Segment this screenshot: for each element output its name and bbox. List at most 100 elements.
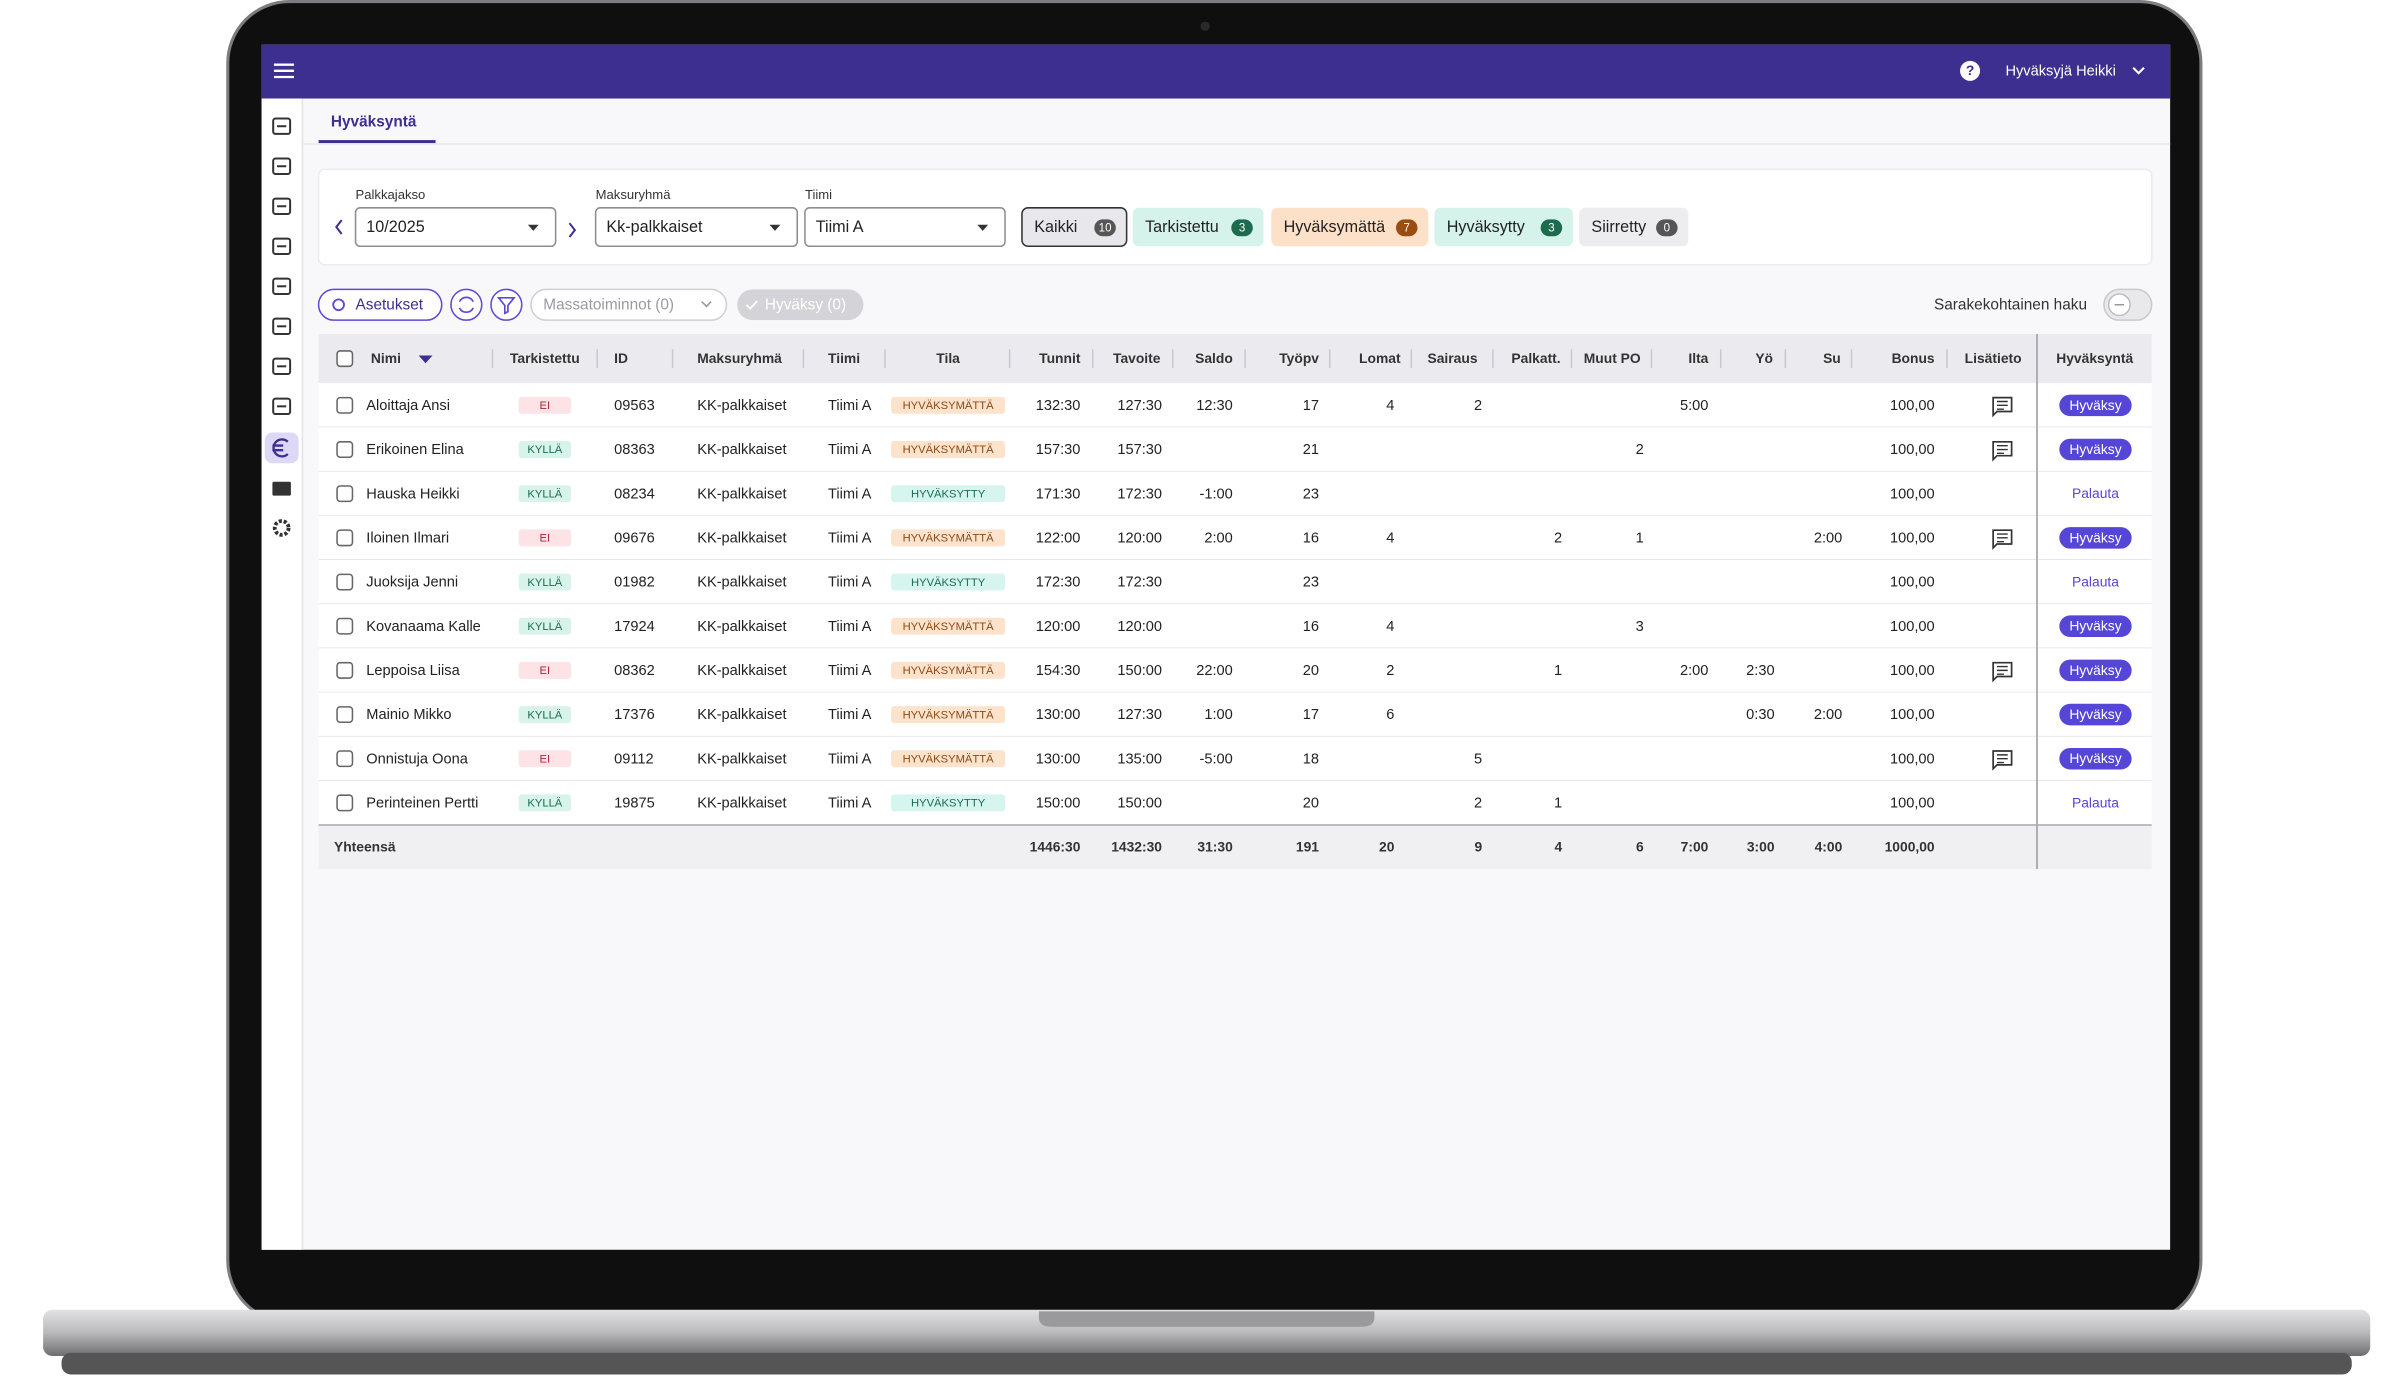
row-checkbox[interactable] <box>336 706 354 724</box>
status-chip[interactable]: Kaikki 10 <box>1021 207 1128 248</box>
cell: 2 <box>1386 663 1394 679</box>
row-checkbox[interactable] <box>336 750 354 768</box>
cell: 6 <box>1386 707 1394 723</box>
note-bubble <box>1992 661 2013 683</box>
approve-button[interactable]: Hyväksy <box>2059 615 2132 637</box>
status-badge <box>518 441 572 458</box>
column-header[interactable]: Tunnit <box>1039 350 1081 366</box>
cell: 01982 <box>614 575 655 591</box>
column-header[interactable]: Yö <box>1755 350 1773 366</box>
sidebar <box>261 98 302 1250</box>
status-badge <box>891 706 1006 724</box>
status-chip[interactable]: Siirretty 0 <box>1579 207 1689 247</box>
approve-button[interactable]: Hyväksy <box>2059 747 2132 770</box>
column-header[interactable]: Tavoite <box>1113 350 1161 366</box>
note-icon[interactable] <box>1992 529 2013 550</box>
next-period[interactable] <box>568 222 577 238</box>
sidebar-icon[interactable] <box>272 317 292 336</box>
sidebar-icon[interactable] <box>272 277 292 295</box>
column-header[interactable]: Lomat <box>1359 350 1401 366</box>
sidebar-active-bg <box>264 432 299 464</box>
column-header[interactable]: Hyväksyntä <box>2056 350 2133 366</box>
column-header[interactable]: Muut PO <box>1584 350 1641 366</box>
column-header[interactable]: Tiimi <box>828 350 860 366</box>
status-badge-text: HYVÄKSYMÄTTÄ <box>903 753 995 765</box>
approve-button[interactable]: Hyväksy <box>2059 394 2132 417</box>
filter-select[interactable]: Kk-palkkaiset <box>594 207 799 248</box>
row-checkbox[interactable] <box>336 661 354 679</box>
filter-button[interactable] <box>490 288 523 321</box>
column-header[interactable]: Bonus <box>1892 350 1935 366</box>
sidebar-icon[interactable] <box>272 157 292 175</box>
column-header[interactable]: Tarkistettu <box>510 350 580 366</box>
sidebar-icon[interactable] <box>272 519 291 537</box>
user-menu[interactable]: Hyväksyjä Heikki <box>2005 63 2115 79</box>
tab[interactable]: Hyväksyntä <box>331 113 417 130</box>
approve-button[interactable]: Hyväksy <box>2059 438 2132 461</box>
sidebar-icon[interactable] <box>272 197 292 215</box>
column-search-toggle[interactable] <box>2103 288 2153 321</box>
note-icon[interactable] <box>1992 440 2013 462</box>
approve-button[interactable]: Hyväksy <box>2059 659 2132 682</box>
approve-button[interactable]: Hyväksy <box>2059 703 2132 726</box>
help-button[interactable]: ? <box>1960 60 1981 81</box>
note-icon[interactable] <box>1992 750 2013 771</box>
filter-select[interactable]: 10/2025 <box>354 207 557 248</box>
sidebar-icon[interactable] <box>272 357 292 376</box>
sidebar-icon[interactable] <box>272 117 292 135</box>
prev-period[interactable] <box>335 219 343 235</box>
return-link[interactable]: Palauta <box>2072 485 2119 501</box>
row-bg <box>318 692 2152 737</box>
column-header[interactable]: Saldo <box>1195 350 1233 366</box>
chip-bg <box>1271 207 1429 247</box>
note-icon[interactable] <box>1992 396 2013 418</box>
table-row: Juoksija Jenni KYLLÄ 01982 KK-palkkaiset Tii… <box>318 559 2152 605</box>
settings-button[interactable]: Asetukset <box>317 288 443 321</box>
return-link[interactable]: Palauta <box>2072 573 2119 589</box>
status-badge-text: KYLLÄ <box>527 488 562 500</box>
cell: 100,00 <box>1890 796 1935 812</box>
column-header[interactable]: Ilta <box>1688 350 1708 366</box>
status-chip[interactable]: Hyväksymättä 7 <box>1271 207 1429 247</box>
sidebar-icon[interactable] <box>264 432 299 464</box>
column-header[interactable]: Maksuryhmä <box>697 350 782 366</box>
menu-button[interactable] <box>273 63 294 79</box>
user-menu-chevron[interactable] <box>2132 66 2145 75</box>
column-header[interactable]: Su <box>1823 350 1841 366</box>
column-header[interactable]: Lisätieto <box>1965 350 2022 366</box>
filter-select[interactable]: Tiimi A <box>804 207 1006 248</box>
note-icon[interactable] <box>1992 661 2013 683</box>
approve-button[interactable]: Hyväksy <box>2059 527 2132 549</box>
column-header[interactable]: ID <box>614 350 628 366</box>
refresh-button[interactable] <box>450 288 483 321</box>
sort-indicator[interactable] <box>418 355 433 364</box>
status-badge-text: EI <box>540 665 551 677</box>
bulk-actions-select[interactable]: Massatoiminnot (0) <box>530 288 728 321</box>
row-bg <box>318 604 2152 649</box>
column-header[interactable]: Sairaus <box>1428 350 1478 366</box>
column-header[interactable]: Tila <box>936 350 960 366</box>
row-checkbox[interactable] <box>336 441 354 458</box>
row-checkbox[interactable] <box>336 617 354 635</box>
row-checkbox[interactable] <box>336 794 354 812</box>
chip-count: 0 <box>1664 223 1670 235</box>
status-chip[interactable]: Tarkistettu 3 <box>1132 207 1264 247</box>
row-checkbox[interactable] <box>336 529 354 547</box>
row-checkbox[interactable] <box>336 485 354 503</box>
cell: 17924 <box>614 619 655 635</box>
select-all-checkbox[interactable] <box>336 350 354 368</box>
approve-selected-button[interactable]: Hyväksy (0) <box>737 289 864 321</box>
column-header[interactable]: Palkatt. <box>1511 350 1560 366</box>
sidebar-icon[interactable] <box>272 481 291 496</box>
row-checkbox[interactable] <box>336 396 354 414</box>
column-header[interactable]: Nimi <box>371 350 401 366</box>
row-checkbox[interactable] <box>336 573 354 591</box>
sidebar-icon[interactable] <box>272 397 292 416</box>
table-row: Perinteinen Pertti KYLLÄ 19875 KK-palkkaise… <box>318 780 2152 826</box>
column-header[interactable]: Työpv <box>1279 350 1319 366</box>
note-bubble <box>1992 440 2013 462</box>
return-link[interactable]: Palauta <box>2072 794 2119 810</box>
sidebar-icon[interactable] <box>272 237 292 255</box>
cell: 150:00 <box>1036 796 1081 812</box>
status-chip[interactable]: Hyväksytty 3 <box>1434 207 1573 247</box>
